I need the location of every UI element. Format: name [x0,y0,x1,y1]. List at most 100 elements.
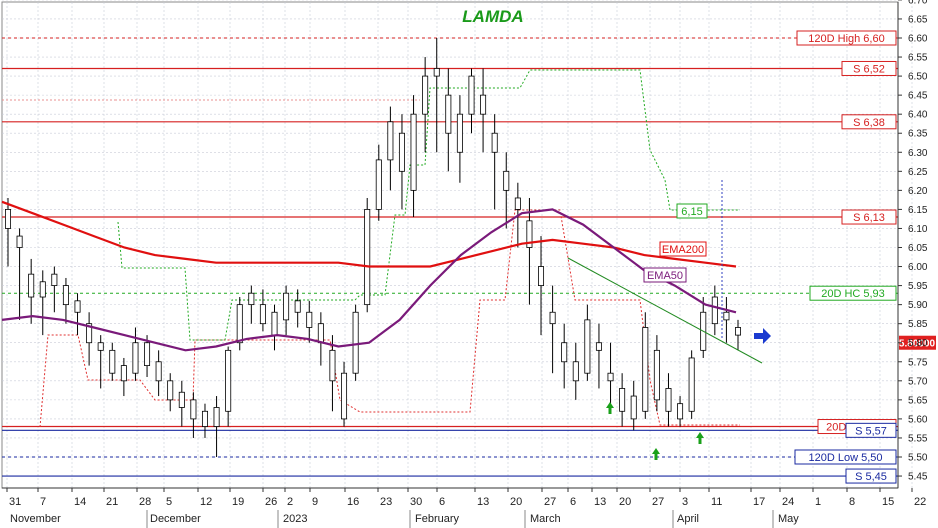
candle-body [5,209,11,229]
candle-body [16,235,23,248]
candle-body [167,380,174,401]
candle-body [480,94,487,115]
candle-body [178,391,185,408]
candle-body [503,170,510,191]
candle-body [642,327,649,412]
candle-body [549,311,556,325]
x-tick-label: 6 [570,496,576,508]
candle-body [665,388,672,412]
month-label: March [530,513,561,525]
x-tick-label: 26 [265,496,277,508]
annotation-box [643,267,687,283]
level-label-box [796,30,897,46]
candle-body [735,327,742,336]
y-tick-label: 6.70 [908,0,928,6]
y-tick-label: 5.75 [908,357,928,368]
candle-body [51,273,58,286]
y-tick-label: 5.85 [908,319,928,330]
y-tick-label: 6.10 [908,224,928,235]
level-label-box [845,468,897,484]
chart-title: LAMDA [462,7,523,26]
y-axis: 5.45 5.50 5.55 5.60 5.65 5.70 5.75 5.80 5.85 5.90… [897,0,928,488]
y-tick-label: 6.15 [908,205,928,216]
candle-body [584,319,591,374]
candle-body [132,342,139,374]
candle-body [595,342,602,351]
x-tick-label: 22 [914,496,926,508]
current-price-badge [899,335,936,350]
x-tick-label: 11 [711,496,722,508]
green-up-arrow-icon [696,432,704,444]
x-tick-label: 28 [139,496,151,508]
level-label-box [841,209,897,225]
candle-body [468,75,475,115]
candle-body [491,132,498,153]
candle-body [723,311,730,321]
candle-body [433,68,440,77]
y-tick-label: 5.95 [908,281,928,292]
y-tick-label: 6.40 [908,110,928,121]
x-tick-label: 1 [815,496,821,508]
candle-body [306,311,313,328]
x-tick-label: 17 [753,496,765,508]
candles [5,38,742,457]
ema50-line [1,208,737,352]
y-tick-label: 6.35 [908,129,928,140]
candle-body [711,296,718,325]
ema-lines [1,180,763,364]
y-tick-label: 6.65 [908,14,928,25]
y-tick-label: 5.80 [908,338,928,349]
candle-body [607,372,614,382]
y-tick-label: 6.05 [908,243,928,254]
month-label: December [150,513,201,525]
x-tick-label: 23 [380,496,392,508]
candle-body [619,388,626,412]
level-label: 120D High 6,60 [808,33,884,45]
y-tick-label: 5.70 [908,376,928,387]
candle-body [236,304,243,344]
candle-body [387,121,394,161]
trend-line [567,257,763,364]
month-label: May [778,513,799,525]
x-tick-label: 16 [347,496,359,508]
month-label: April [677,513,699,525]
y-tick-label: 6.45 [908,91,928,102]
annotation-label: EMA50 [647,270,683,282]
candle-body [62,285,69,306]
x-tick-label: 6 [439,496,445,508]
y-tick-label: 6.55 [908,53,928,64]
candle-body [410,113,417,191]
candle-body [538,266,545,286]
x-tick-label: 8 [849,496,855,508]
candle-body [120,365,127,382]
candle-body [144,342,151,366]
x-tick-label: 7 [40,496,46,508]
candle-body [39,281,46,298]
candle-body [317,323,324,344]
y-tick-label: 5.55 [908,433,928,444]
candle-body [630,395,637,420]
candle-body [445,94,452,134]
candle-body [109,349,116,374]
y-tick-label: 5.60 [908,414,928,425]
month-label: November [10,513,61,525]
candle-body [653,349,660,401]
level-label: S 6,13 [853,212,885,224]
y-tick-label: 6.50 [908,72,928,83]
candle-body [294,300,301,313]
level-label-box [841,114,897,130]
level-label: 120D Low 5,50 [809,452,883,464]
candle-body [526,220,533,248]
month-label: 2023 [283,513,307,525]
candle-body [97,342,104,351]
x-tick-label: 14 [74,496,86,508]
x-tick-label: 9 [312,496,318,508]
x-tick-label: 19 [232,496,244,508]
y-tick-label: 6.60 [908,34,928,45]
x-tick-label: 27 [544,496,556,508]
y-tick-label: 5.45 [908,472,928,483]
x-tick-label: 5 [166,496,172,508]
candle-body [514,197,521,210]
candle-body [398,132,405,172]
